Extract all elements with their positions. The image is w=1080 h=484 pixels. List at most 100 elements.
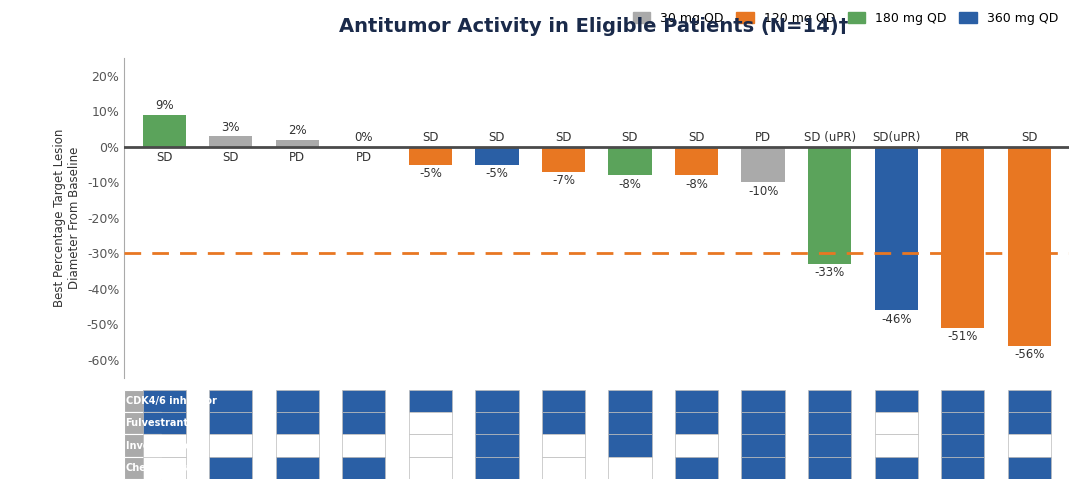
Bar bbox=[808, 457, 851, 479]
Text: -51%: -51% bbox=[947, 330, 977, 343]
Bar bbox=[608, 435, 651, 457]
Bar bbox=[143, 412, 186, 435]
Text: SD(uPR): SD(uPR) bbox=[872, 131, 920, 144]
Bar bbox=[408, 435, 451, 457]
Bar bbox=[542, 390, 585, 412]
Text: PR: PR bbox=[955, 131, 970, 144]
Bar bbox=[408, 390, 451, 412]
Bar bbox=[275, 140, 319, 147]
Text: 2%: 2% bbox=[288, 124, 307, 137]
Text: Fulvestrant: Fulvestrant bbox=[125, 418, 189, 428]
Bar bbox=[808, 147, 851, 264]
Y-axis label: Best Percentage Target Lesion
Diameter From Baseline: Best Percentage Target Lesion Diameter F… bbox=[53, 129, 81, 307]
Bar bbox=[742, 390, 785, 412]
Bar bbox=[1008, 412, 1051, 435]
Bar bbox=[475, 147, 518, 165]
Bar bbox=[608, 412, 651, 435]
Bar bbox=[675, 412, 718, 435]
Text: -5%: -5% bbox=[419, 167, 442, 180]
Bar bbox=[342, 457, 386, 479]
Text: -10%: -10% bbox=[747, 185, 779, 198]
Bar bbox=[542, 457, 585, 479]
Bar bbox=[1008, 390, 1051, 412]
Bar bbox=[124, 457, 161, 479]
Text: -8%: -8% bbox=[685, 178, 708, 191]
Bar bbox=[941, 390, 984, 412]
Bar bbox=[408, 147, 451, 165]
Text: PD: PD bbox=[755, 131, 771, 144]
Bar bbox=[275, 457, 319, 479]
Text: -7%: -7% bbox=[552, 174, 575, 187]
Text: -8%: -8% bbox=[619, 178, 642, 191]
Legend: 30 mg QD, 120 mg QD, 180 mg QD, 360 mg QD: 30 mg QD, 120 mg QD, 180 mg QD, 360 mg Q… bbox=[627, 7, 1063, 30]
Bar bbox=[210, 457, 253, 479]
Bar bbox=[408, 412, 451, 435]
Bar bbox=[143, 457, 186, 479]
Text: SD: SD bbox=[622, 131, 638, 144]
Bar bbox=[742, 435, 785, 457]
Bar bbox=[808, 435, 851, 457]
Bar bbox=[143, 115, 186, 147]
Text: SD (uPR): SD (uPR) bbox=[804, 131, 855, 144]
Bar bbox=[875, 435, 918, 457]
Bar bbox=[275, 435, 319, 457]
Text: Antitumor Activity in Eligible Patients (N=14)†: Antitumor Activity in Eligible Patients … bbox=[339, 17, 849, 36]
Bar bbox=[475, 457, 518, 479]
Text: -33%: -33% bbox=[814, 266, 845, 279]
Bar bbox=[275, 412, 319, 435]
Bar bbox=[675, 435, 718, 457]
Text: Investigational SERD: Investigational SERD bbox=[125, 440, 241, 451]
Text: 9%: 9% bbox=[154, 99, 174, 112]
Text: SD: SD bbox=[422, 131, 438, 144]
Text: -46%: -46% bbox=[881, 313, 912, 326]
Bar bbox=[742, 457, 785, 479]
Bar bbox=[143, 435, 186, 457]
Bar bbox=[210, 390, 253, 412]
Bar bbox=[143, 390, 186, 412]
Bar bbox=[608, 390, 651, 412]
Bar bbox=[941, 457, 984, 479]
Text: -56%: -56% bbox=[1014, 348, 1044, 361]
Bar bbox=[542, 435, 585, 457]
Bar bbox=[875, 390, 918, 412]
Bar bbox=[742, 147, 785, 182]
Bar bbox=[875, 412, 918, 435]
Bar bbox=[1008, 435, 1051, 457]
Bar bbox=[342, 390, 386, 412]
Text: 0%: 0% bbox=[354, 131, 373, 144]
Bar bbox=[475, 412, 518, 435]
Bar bbox=[941, 435, 984, 457]
Bar bbox=[875, 147, 918, 310]
Bar bbox=[808, 412, 851, 435]
Text: SD: SD bbox=[1021, 131, 1038, 144]
Bar bbox=[210, 435, 253, 457]
Bar bbox=[275, 390, 319, 412]
Bar bbox=[608, 457, 651, 479]
Bar bbox=[210, 136, 253, 147]
Text: CDK4/6 inhibitor: CDK4/6 inhibitor bbox=[125, 396, 216, 406]
Text: PD: PD bbox=[355, 151, 372, 164]
Bar bbox=[475, 435, 518, 457]
Bar bbox=[808, 390, 851, 412]
Bar bbox=[1008, 457, 1051, 479]
Bar bbox=[124, 390, 161, 412]
Text: 3%: 3% bbox=[221, 121, 240, 134]
Bar bbox=[342, 435, 386, 457]
Bar bbox=[742, 412, 785, 435]
Bar bbox=[875, 457, 918, 479]
Bar bbox=[542, 412, 585, 435]
Bar bbox=[675, 457, 718, 479]
Text: PD: PD bbox=[289, 151, 306, 164]
Bar bbox=[941, 412, 984, 435]
Text: SD: SD bbox=[488, 131, 505, 144]
Bar bbox=[542, 147, 585, 172]
Bar bbox=[210, 412, 253, 435]
Bar bbox=[124, 412, 161, 435]
Bar bbox=[342, 412, 386, 435]
Bar bbox=[475, 390, 518, 412]
Text: SD: SD bbox=[222, 151, 239, 164]
Bar bbox=[675, 147, 718, 175]
Text: SD: SD bbox=[156, 151, 173, 164]
Bar bbox=[675, 390, 718, 412]
Bar bbox=[941, 147, 984, 328]
